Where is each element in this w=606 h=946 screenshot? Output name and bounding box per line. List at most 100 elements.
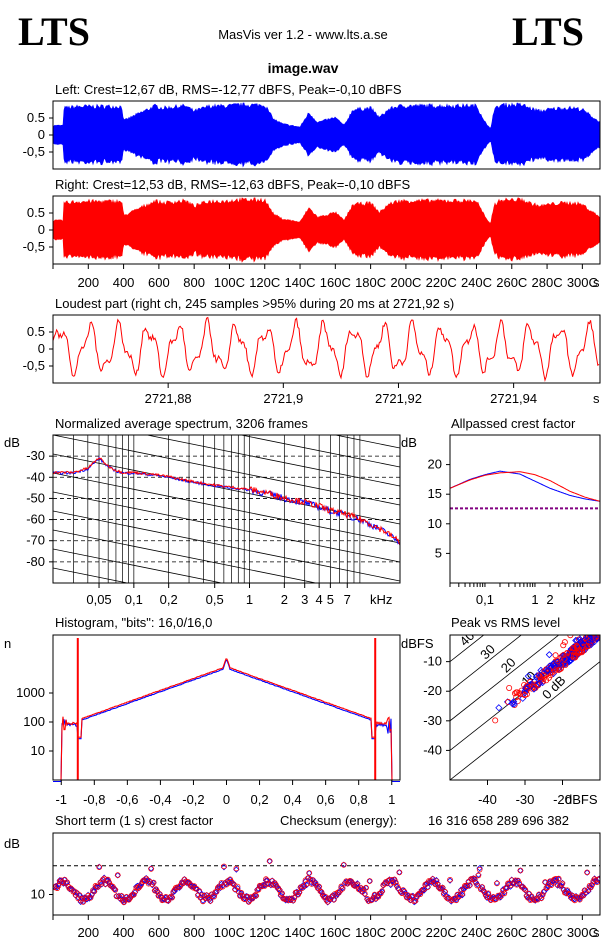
peakrms-point-right [560, 652, 567, 659]
peakrms-point-left [560, 652, 568, 660]
peakrms-point-left [593, 635, 600, 643]
stcrest-point-left [438, 885, 445, 892]
peakrms-crest-line [450, 635, 560, 722]
peakrms-point-left [565, 657, 573, 666]
stcrest-xtick-label: 200C [390, 925, 421, 940]
crest-xtick-label: 0,1 [476, 592, 494, 607]
peakrms-point-left [495, 704, 503, 712]
peakrms-crest-label: 20 [498, 655, 519, 676]
right-waveform-ytick-label: 0 [38, 222, 45, 237]
spectrum-xtick-label: 1 [246, 592, 253, 607]
peakrms-point-right [561, 655, 568, 662]
peakrms-point-left [550, 662, 558, 670]
stcrest-point-right [148, 866, 154, 872]
right-title: Right: Crest=12,53 dB, RMS=-12,63 dBFS, … [55, 177, 410, 192]
stcrest-point-right [447, 876, 453, 883]
peakrms-ytick-label: -40 [423, 742, 442, 757]
histogram-xtick-label: -1 [55, 792, 67, 807]
spectrum-xtick-label: 7 [344, 592, 351, 607]
crest-ytick-label: 10 [428, 516, 442, 531]
loudest-xtick-label: 2721,88 [145, 391, 192, 406]
stcrest-point-right [196, 888, 203, 894]
spectrum-slope-line [53, 491, 400, 563]
right-xtick-label: 120C [249, 275, 280, 290]
stcrest-point-right [95, 884, 101, 890]
stcrest-point-left [483, 894, 491, 902]
stcrest-xtick-label: 180C [355, 925, 386, 940]
peakrms-point-left [579, 640, 587, 648]
peakrms-point-right [535, 672, 542, 679]
histogram-xtick-label: -0,6 [116, 792, 138, 807]
spectrum-series-right [53, 457, 400, 546]
right-xtick-label: 100C [214, 275, 245, 290]
crest-ytick-label: 20 [428, 457, 442, 472]
peakrms-point-left [510, 700, 518, 708]
stcrest-point-left [110, 885, 118, 893]
right-xunit: s [593, 275, 600, 290]
stcrest-point-right [238, 889, 245, 896]
spectrum-slope-line [53, 548, 224, 583]
stcrest-point-left [425, 879, 433, 886]
stcrest-point-right [420, 887, 426, 893]
histogram-xtick-label: -0,2 [182, 792, 204, 807]
stcrest-point-left [183, 879, 191, 887]
histogram-series-left [53, 659, 400, 783]
peakrms-xtick-label: -20 [553, 792, 572, 807]
peakrms-point-right [531, 683, 538, 690]
stcrest-point-right [576, 896, 583, 903]
stcrest-xtick-label: 300C [567, 925, 598, 940]
histogram-xtick-label: -0,8 [83, 792, 105, 807]
peakrms-point-left [588, 628, 594, 634]
spectrum-ytick-label: -40 [26, 469, 45, 484]
loudest-xtick-label: 2721,94 [490, 391, 537, 406]
spectrum-slope-line [53, 435, 400, 506]
peakrms-point-right [596, 626, 601, 631]
peakrms-point-left [549, 660, 557, 668]
spectrum-xtick-label: 4 [316, 592, 323, 607]
peakrms-point-right [524, 685, 531, 692]
right-xtick-label: 800 [183, 275, 205, 290]
stcrest-point-right [584, 869, 590, 876]
loudest-ytick-label: -0,5 [23, 358, 45, 373]
stcrest-point-right [218, 880, 225, 886]
stcrest-xtick-label: 260C [496, 925, 527, 940]
spectrum-xtick-label: 5 [327, 592, 334, 607]
stcrest-point-right [475, 872, 482, 879]
spectrum-slope-line [53, 529, 318, 583]
peakrms-point-right [572, 652, 579, 659]
peakrms-point-right [514, 698, 521, 705]
left-title: Left: Crest=12,67 dB, RMS=-12,77 dBFS, P… [55, 82, 402, 97]
stcrest-point-right [105, 876, 111, 883]
spectrum-slope-line [145, 435, 400, 487]
stcrest-point-left [378, 888, 386, 895]
peakrms-point-left [591, 638, 599, 646]
stcrest-xtick-label: 160C [320, 925, 351, 940]
crest-frame [449, 434, 601, 584]
spectrum-ytick-label: -50 [26, 490, 45, 505]
peakrms-point-right [521, 692, 528, 699]
histogram-xtick-label: 0,6 [317, 792, 335, 807]
stcrest-point-right [150, 879, 157, 886]
spectrum-slope-line [333, 435, 400, 449]
spectrum-xtick-label: 2 [281, 592, 288, 607]
stcrest-xtick-label: 800 [183, 925, 205, 940]
peakrms-point-right [595, 626, 600, 631]
left-waveform-ytick-label: -0,5 [23, 144, 45, 159]
peakrms-point-right [513, 689, 520, 696]
right-waveform-area [52, 197, 601, 263]
stcrest-point-left [565, 888, 572, 896]
stcrest-point-left [238, 889, 245, 897]
stcrest-point-left [512, 877, 519, 885]
right-xtick-label: 300C [567, 275, 598, 290]
peakrms-point-left [595, 626, 601, 632]
right-xtick-label: 240C [461, 275, 492, 290]
stcrest-plot [53, 858, 600, 906]
stcrest-point-right [366, 878, 373, 884]
crest-title: Allpassed crest factor [451, 416, 576, 431]
histogram-yunit: n [4, 636, 11, 651]
stcrest-point-left [585, 888, 592, 895]
peakrms-point-right [583, 635, 588, 636]
stcrest-point-right [60, 879, 67, 886]
right-xtick-label: 200 [77, 275, 99, 290]
stcrest-point-right [553, 876, 560, 882]
